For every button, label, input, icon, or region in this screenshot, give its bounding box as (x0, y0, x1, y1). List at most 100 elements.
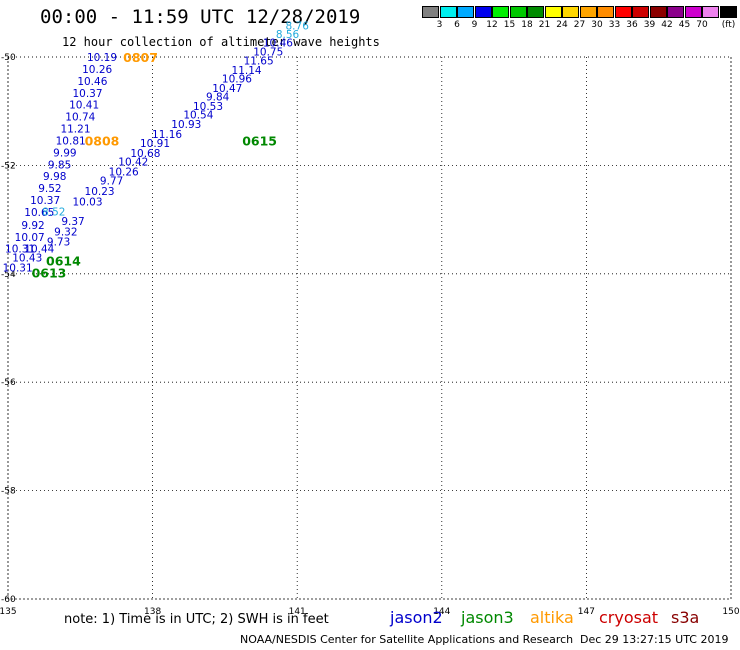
colorbar-tick-label: 3 (436, 20, 443, 30)
colorbar-swatch (492, 6, 509, 18)
wave-height-label: 11.14 (232, 65, 262, 77)
wave-height-label: 10.23 (85, 186, 115, 198)
latitude-tick-label: -50 (1, 53, 16, 63)
wave-height-label: 9.77 (100, 176, 123, 188)
colorbar-swatch (457, 6, 474, 18)
wave-height-label: 10.75 (253, 47, 283, 59)
footnote: note: 1) Time is in UTC; 2) SWH is in fe… (64, 612, 329, 627)
colorbar-tick-label: 27 (573, 20, 586, 30)
wave-height-label: 10.46 (263, 37, 293, 49)
colorbar-swatch (509, 6, 527, 18)
colorbar-tick-label: 36 (626, 20, 638, 30)
wave-height-label: 10.31 (5, 243, 35, 255)
colorbar-swatch (597, 6, 614, 18)
colorbar-tick-label: 70 (696, 20, 708, 30)
wave-height-label: 8.56 (276, 29, 300, 41)
pass-time-label: 0613 (32, 266, 67, 281)
colorbar-tick-label: 15 (503, 20, 516, 30)
map-subtitle: 12 hour collection of altimeter wave hei… (62, 35, 380, 49)
wave-height-label: 10.19 (87, 52, 117, 64)
wave-height-label: 9.84 (206, 92, 230, 104)
wave-height-label: 8.76 (286, 21, 310, 33)
colorbar-tick-label: 12 (486, 20, 498, 30)
legend-s3a: s3a (671, 608, 700, 627)
longitude-tick-label: 147 (578, 607, 595, 617)
colorbar-tick-label: 39 (643, 20, 656, 30)
wave-height-label: 9.52 (38, 183, 61, 195)
longitude-tick-label: 141 (289, 607, 306, 617)
latitude-tick-label: -60 (1, 595, 16, 605)
wave-height-label: 9.92 (21, 220, 44, 232)
wave-height-label: 10.91 (140, 138, 170, 150)
colorbar-swatch (719, 6, 737, 18)
wave-height-label: 10.65 (24, 207, 54, 219)
longitude-tick-label: 138 (144, 607, 161, 617)
colorbar-swatch (422, 6, 439, 18)
wave-height-label: 11.21 (60, 124, 90, 136)
wave-height-label: 10.54 (183, 109, 213, 121)
wave-height-label: 10.31 (3, 262, 33, 274)
legend-jason3: jason3 (461, 608, 514, 627)
pass-time-label: 0808 (85, 133, 120, 148)
wave-height-label: 10.96 (222, 74, 252, 86)
wave-height-label: 10.03 (72, 197, 102, 209)
wave-height-label: 10.42 (118, 157, 148, 169)
wave-height-label: 8.52 (42, 206, 65, 218)
colorbar-swatch (632, 6, 649, 18)
legend-altika: altika (530, 608, 574, 627)
wave-height-label: 9.37 (61, 216, 84, 228)
wave-height-label: 11.65 (244, 55, 274, 67)
longitude-tick-label: 150 (722, 607, 739, 617)
colorbar-swatch (649, 6, 667, 18)
wave-height-label: 10.26 (82, 64, 112, 76)
pass-time-label: 0614 (46, 253, 81, 268)
colorbar-swatch (544, 6, 562, 18)
colorbar-tick-label: 6 (454, 20, 460, 30)
wave-height-label: 10.47 (212, 83, 242, 95)
colorbar-swatch (439, 6, 457, 18)
wave-height-label: 10.26 (109, 166, 139, 178)
wave-height-label: 11.16 (152, 129, 182, 141)
colorbar-swatch (579, 6, 597, 18)
colorbar-swatch (702, 6, 719, 18)
colorbar-tick-label: 30 (591, 20, 603, 30)
colorbar-swatch (474, 6, 492, 18)
colorbar-swatch (684, 6, 702, 18)
credit-line: NOAA/NESDIS Center for Satellite Applica… (240, 633, 574, 646)
latitude-tick-label: -54 (1, 270, 16, 280)
wave-height-label: 10.81 (56, 135, 86, 147)
colorbar-tick-label: 21 (538, 20, 551, 30)
map-title: 00:00 - 11:59 UTC 12/28/2019 (40, 6, 361, 28)
wave-height-label: 10.46 (77, 76, 107, 88)
longitude-tick-label: 144 (433, 607, 450, 617)
wave-height-label: 10.44 (24, 243, 54, 255)
wave-height-label: 10.41 (69, 100, 99, 112)
legend-cryosat: cryosat (599, 608, 659, 627)
colorbar-unit: (ft) (721, 20, 736, 30)
wave-height-label: 9.98 (43, 171, 66, 183)
wave-height-label: 9.85 (48, 159, 71, 171)
colorbar-tick-label: 18 (521, 20, 533, 30)
wave-height-label: 10.68 (130, 148, 160, 160)
generated-timestamp: Dec 29 13:27:15 UTC 2019 (580, 633, 729, 646)
pass-time-label: 0615 (242, 133, 277, 148)
pass-time-label: 0807 (123, 50, 158, 65)
colorbar-tick-label: 42 (661, 20, 673, 30)
latitude-tick-label: -58 (1, 487, 16, 497)
wave-height-label: 10.74 (65, 112, 95, 124)
wave-height-label: 10.07 (15, 232, 45, 244)
wave-height-label: 10.53 (193, 101, 223, 113)
colorbar-swatch (667, 6, 684, 18)
colorbar-tick-label: 45 (678, 20, 691, 30)
colorbar-tick-label: 9 (471, 20, 478, 30)
latitude-tick-label: -56 (1, 378, 16, 388)
wave-height-label: 10.37 (72, 88, 102, 100)
wave-height-label: 10.93 (171, 119, 201, 131)
colorbar-swatch (527, 6, 544, 18)
colorbar-tick-label: 33 (608, 20, 621, 30)
wave-height-label: 10.37 (30, 195, 60, 207)
wave-height-label: 9.32 (54, 227, 77, 239)
longitude-tick-label: 135 (0, 607, 17, 617)
colorbar-swatch (614, 6, 632, 18)
